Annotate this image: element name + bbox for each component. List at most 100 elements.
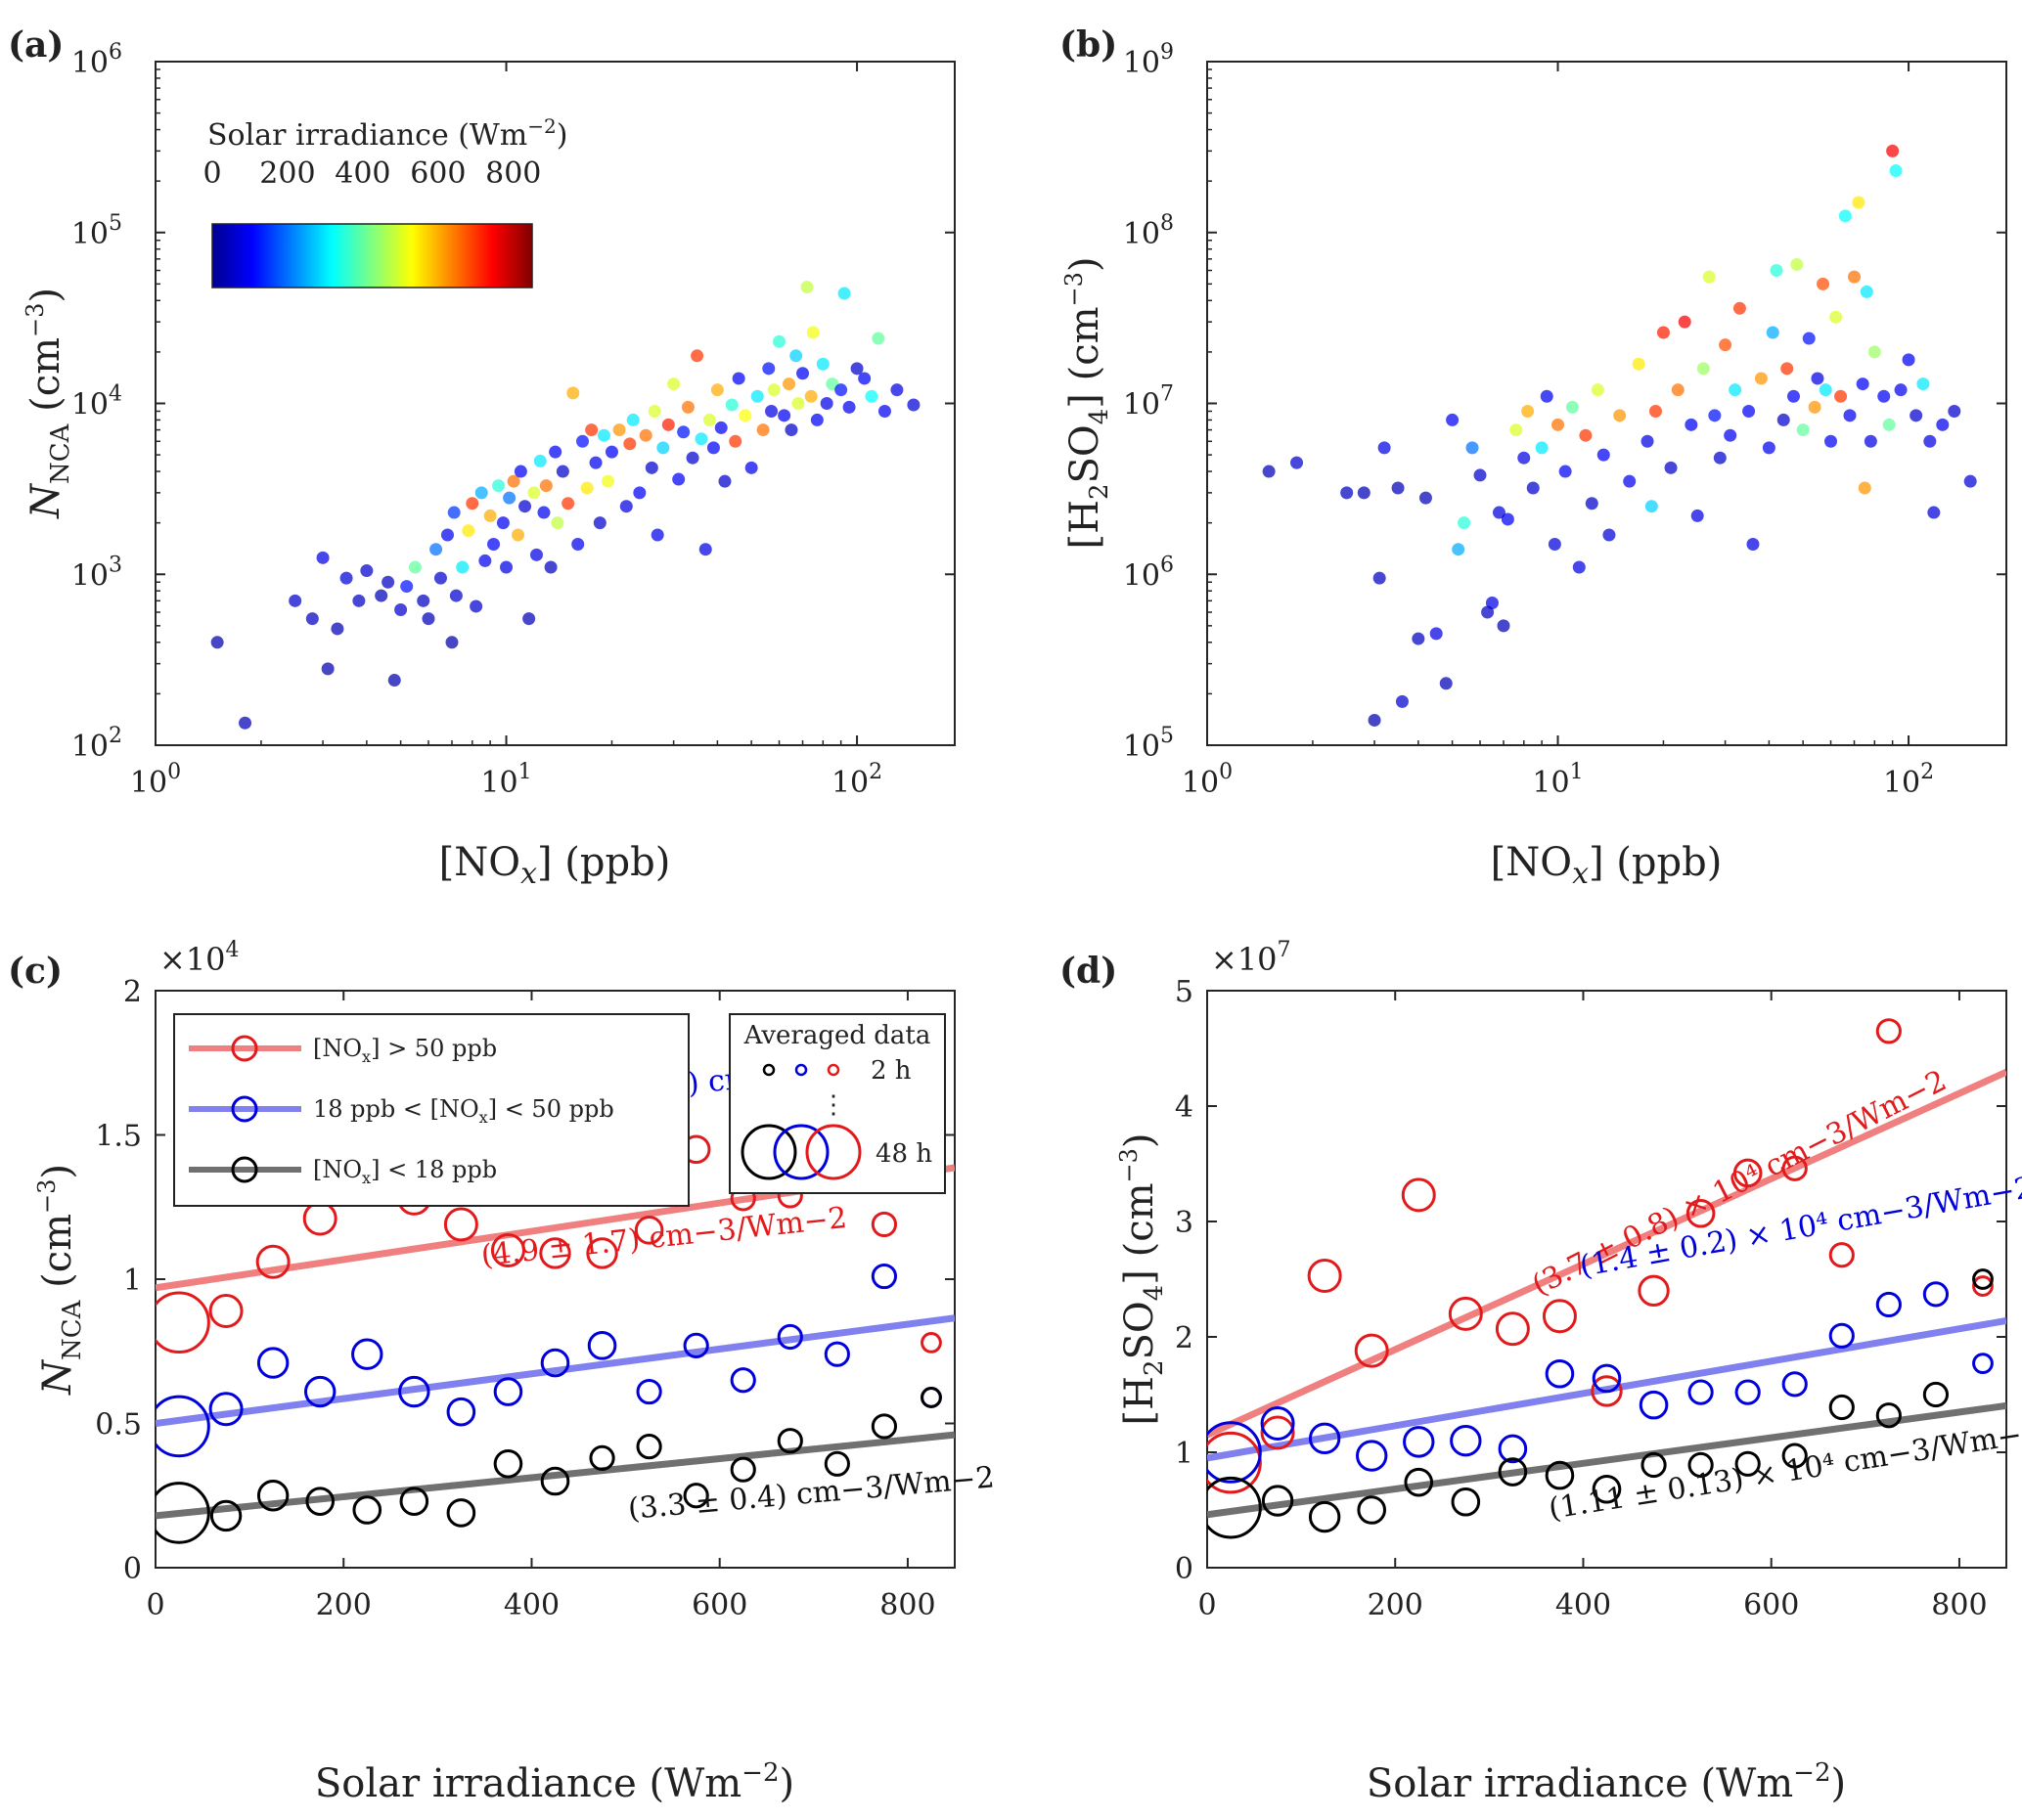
data-point — [208, 1392, 244, 1427]
scatter-point — [352, 594, 366, 607]
data-point — [1781, 1371, 1808, 1398]
scatter-point — [422, 612, 435, 626]
scatter-point — [1754, 372, 1768, 385]
scatter-point — [1485, 597, 1499, 610]
scatter-point — [487, 537, 501, 551]
data-point — [1732, 1158, 1763, 1188]
data-point — [1307, 1258, 1342, 1293]
data-point — [256, 1480, 290, 1512]
data-point — [1592, 1363, 1622, 1394]
scatter-point — [387, 674, 401, 688]
scatter-point — [1579, 428, 1593, 442]
scatter-point — [810, 413, 824, 426]
x-tick-label: 0 — [146, 1588, 164, 1622]
scatter-point — [1391, 481, 1405, 495]
scatter-point — [804, 389, 818, 403]
scatter-point — [626, 413, 640, 426]
scatter-point — [789, 349, 803, 363]
data-point — [1639, 1390, 1669, 1420]
scatter-point — [850, 362, 864, 376]
scatter-point — [496, 516, 510, 530]
y-tick-label: 103 — [71, 553, 122, 593]
scatter-point — [1521, 404, 1535, 418]
scatter-point — [544, 560, 558, 574]
scatter-point — [806, 326, 820, 339]
scatter-point — [1458, 516, 1471, 530]
scatter-point — [691, 349, 704, 363]
data-point — [1207, 1431, 1262, 1494]
data-point — [1875, 1291, 1902, 1318]
scatter-point — [681, 400, 695, 414]
scatter-point — [1817, 277, 1830, 290]
legend-label-mid: 18 ppb < [NOx] < 50 ppb — [313, 1095, 614, 1127]
data-point — [1687, 1379, 1714, 1405]
scatter-point — [1811, 372, 1824, 385]
data-point — [730, 1367, 756, 1394]
data-point — [1828, 1394, 1855, 1421]
data-point — [256, 1347, 290, 1379]
scatter-point — [612, 423, 626, 437]
scatter-point — [1368, 713, 1381, 727]
scatter-point — [677, 425, 691, 439]
scatter-point — [1492, 506, 1505, 519]
scatter-point — [1439, 677, 1453, 690]
scatter-point — [466, 497, 479, 510]
scatter-point — [210, 636, 224, 649]
data-point — [824, 1341, 850, 1367]
x-tick-label: 200 — [1368, 1588, 1423, 1622]
scatter-point — [695, 432, 708, 446]
legend-avg-small-red — [827, 1063, 840, 1077]
scatter-point — [305, 612, 319, 626]
data-point — [871, 1263, 898, 1290]
colorbar-tick-label: 600 — [410, 156, 466, 191]
x-axis-label-a: [NOx] (ppb) — [439, 840, 671, 891]
data-point — [208, 1293, 244, 1328]
scatter-point — [602, 474, 615, 488]
data-point — [1357, 1495, 1387, 1525]
scatter-point — [597, 428, 610, 442]
legend-avg-large-blue — [773, 1124, 830, 1180]
scatter-point — [339, 571, 353, 585]
scatter-point — [1648, 404, 1662, 418]
data-point — [1781, 1155, 1808, 1181]
scatter-point — [316, 551, 330, 564]
scatter-point — [1732, 301, 1746, 315]
legend-item-mid: 18 ppb < [NOx] < 50 ppb — [189, 1095, 614, 1127]
scatter-point — [1565, 400, 1579, 414]
scatter-point — [1867, 345, 1881, 359]
scatter-point — [639, 428, 652, 442]
y-tick-label: 5 — [1175, 975, 1193, 1009]
data-point — [156, 1291, 210, 1354]
scatter-point — [767, 383, 781, 397]
scatter-point — [718, 474, 732, 488]
data-point — [777, 1428, 803, 1454]
scatter-point — [562, 497, 575, 510]
y-tick-label: 3 — [1175, 1206, 1193, 1240]
y-axis-label-b: [H2SO4] (cm−3) — [1060, 256, 1114, 549]
scatter-point — [514, 465, 527, 478]
scatter-point — [1395, 694, 1409, 708]
scatter-point — [785, 423, 798, 437]
y-tick-label: 104 — [71, 382, 122, 422]
data-point — [1356, 1440, 1388, 1472]
scatter-point — [872, 332, 885, 345]
data-point — [540, 1348, 570, 1378]
scatter-point — [739, 409, 752, 422]
scatter-point — [1808, 400, 1821, 414]
x-tick-label: 100 — [1182, 760, 1233, 800]
y-tick-label: 0 — [123, 1552, 142, 1586]
scatter-points-a — [210, 280, 921, 730]
scatter-points-d — [1207, 1018, 1994, 1539]
scatter-point — [656, 441, 670, 455]
scatter-point — [1623, 474, 1637, 488]
scatter-point — [1852, 196, 1865, 209]
scatter-point — [672, 472, 686, 486]
panel-d: 0 200 400 600 800 0 1 2 3 4 5 ×107 Solar irradianc… — [1115, 938, 2022, 1806]
scatter-point — [1509, 423, 1523, 437]
data-point — [1308, 1500, 1341, 1533]
scatter-point — [394, 603, 408, 617]
data-point — [304, 1375, 337, 1408]
data-point — [1545, 1358, 1575, 1389]
fit-line — [1207, 1069, 2006, 1439]
